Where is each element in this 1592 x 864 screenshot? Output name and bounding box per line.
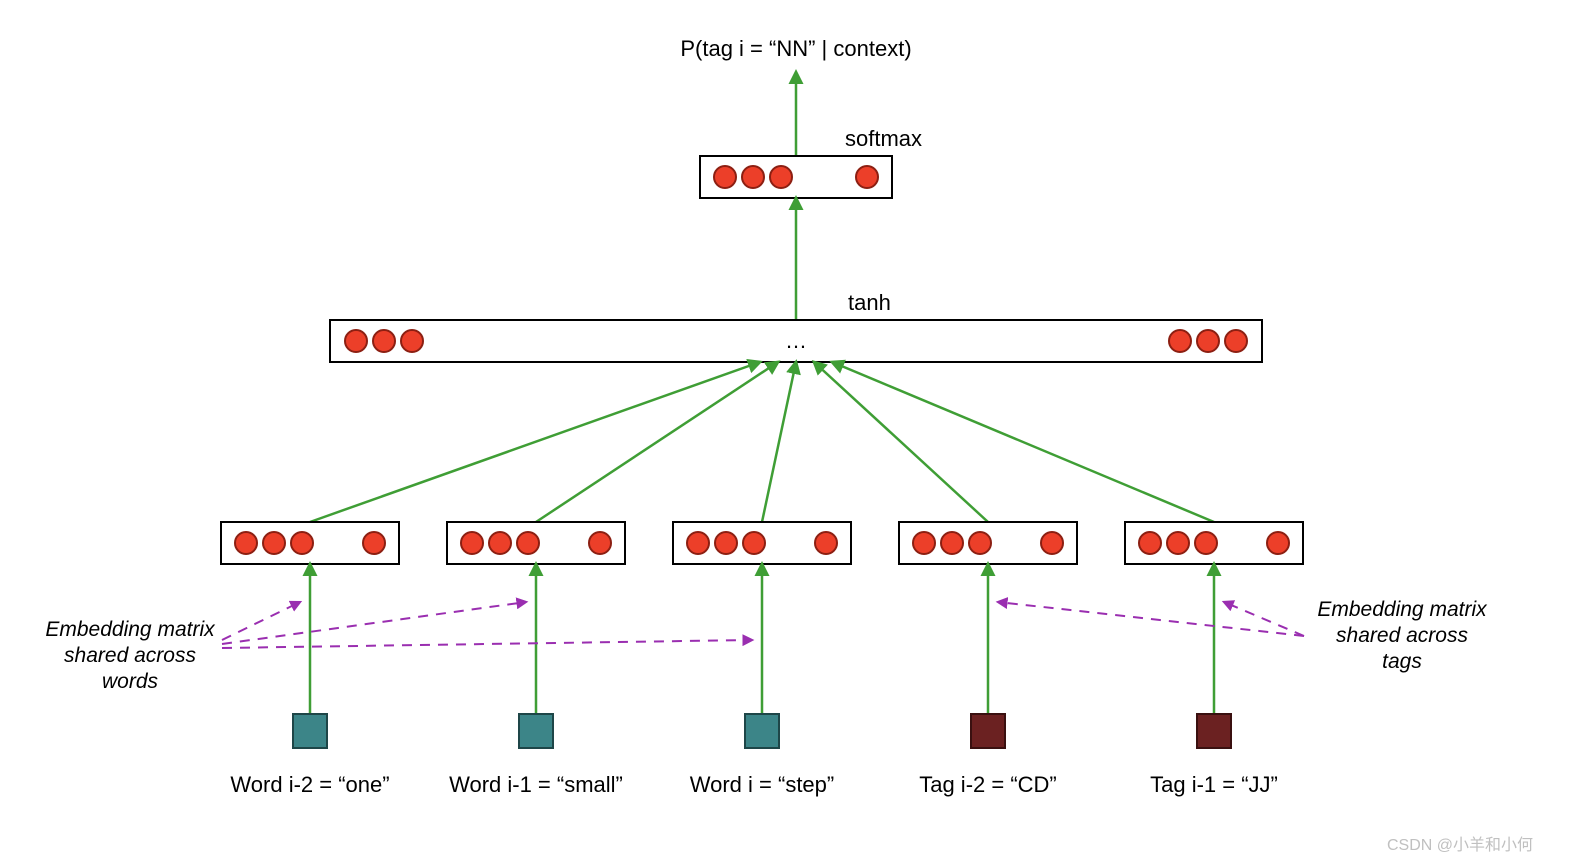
arrow-embed-to-tanh-word_i bbox=[762, 362, 796, 522]
embedding-unit-tag_im1-3 bbox=[1267, 532, 1289, 554]
embedding-unit-word_i-2 bbox=[743, 532, 765, 554]
embedding-unit-tag_im1-0 bbox=[1139, 532, 1161, 554]
tanh-label: tanh bbox=[848, 290, 891, 315]
annot-left-line-2: words bbox=[102, 670, 159, 693]
embedding-unit-word_im1-2 bbox=[517, 532, 539, 554]
embedding-unit-tag_im1-2 bbox=[1195, 532, 1217, 554]
embedding-unit-tag_im2-1 bbox=[941, 532, 963, 554]
embedding-unit-word_im2-3 bbox=[363, 532, 385, 554]
arrow-embed-to-tanh-word_im2 bbox=[310, 362, 760, 522]
input-label-tag_im1: Tag i-1 = “JJ” bbox=[1150, 772, 1278, 797]
arrow-embed-to-tanh-tag_im1 bbox=[832, 362, 1214, 522]
softmax-label: softmax bbox=[845, 126, 922, 151]
embedding-unit-tag_im2-2 bbox=[969, 532, 991, 554]
input-square-word_im2 bbox=[293, 714, 327, 748]
annot-right-line-0: Embedding matrix bbox=[1317, 598, 1488, 621]
embedding-unit-word_i-1 bbox=[715, 532, 737, 554]
input-label-tag_im2: Tag i-2 = “CD” bbox=[919, 772, 1057, 797]
input-label-word_i: Word i = “step” bbox=[690, 772, 834, 797]
annot-left-line-0: Embedding matrix bbox=[45, 618, 216, 641]
watermark: CSDN @小羊和小何 bbox=[1387, 836, 1533, 854]
tanh-unit-right-1 bbox=[1197, 330, 1219, 352]
input-label-word_im2: Word i-2 = “one” bbox=[230, 772, 389, 797]
annot-left-dash-2 bbox=[222, 640, 752, 648]
embedding-unit-word_im2-0 bbox=[235, 532, 257, 554]
embedding-unit-tag_im2-0 bbox=[913, 532, 935, 554]
tanh-unit-right-2 bbox=[1225, 330, 1247, 352]
annot-left-dash-0 bbox=[222, 602, 300, 640]
output-probability-label: P(tag i = “NN” | context) bbox=[680, 36, 911, 61]
annot-right-line-1: shared across bbox=[1336, 624, 1468, 647]
embedding-unit-word_i-3 bbox=[815, 532, 837, 554]
embedding-unit-word_im1-0 bbox=[461, 532, 483, 554]
embedding-unit-word_i-0 bbox=[687, 532, 709, 554]
tanh-unit-left-2 bbox=[401, 330, 423, 352]
embedding-unit-word_im2-2 bbox=[291, 532, 313, 554]
arrow-embed-to-tanh-tag_im2 bbox=[814, 362, 988, 522]
embedding-unit-tag_im2-3 bbox=[1041, 532, 1063, 554]
tanh-unit-left-0 bbox=[345, 330, 367, 352]
softmax-unit-3 bbox=[856, 166, 878, 188]
tanh-ellipsis: … bbox=[785, 328, 807, 353]
annot-left-line-1: shared across bbox=[64, 644, 196, 667]
input-label-word_im1: Word i-1 = “small” bbox=[449, 772, 623, 797]
embedding-unit-tag_im1-1 bbox=[1167, 532, 1189, 554]
softmax-unit-0 bbox=[714, 166, 736, 188]
annot-right-dash-0 bbox=[998, 602, 1304, 636]
embedding-unit-word_im1-3 bbox=[589, 532, 611, 554]
tanh-unit-left-1 bbox=[373, 330, 395, 352]
annot-left-dash-1 bbox=[222, 602, 526, 644]
softmax-unit-2 bbox=[770, 166, 792, 188]
tanh-unit-right-0 bbox=[1169, 330, 1191, 352]
input-square-tag_im2 bbox=[971, 714, 1005, 748]
embedding-unit-word_im1-1 bbox=[489, 532, 511, 554]
arrow-embed-to-tanh-word_im1 bbox=[536, 362, 778, 522]
input-square-word_im1 bbox=[519, 714, 553, 748]
input-square-word_i bbox=[745, 714, 779, 748]
input-square-tag_im1 bbox=[1197, 714, 1231, 748]
softmax-unit-1 bbox=[742, 166, 764, 188]
annot-right-line-2: tags bbox=[1382, 650, 1422, 673]
embedding-unit-word_im2-1 bbox=[263, 532, 285, 554]
